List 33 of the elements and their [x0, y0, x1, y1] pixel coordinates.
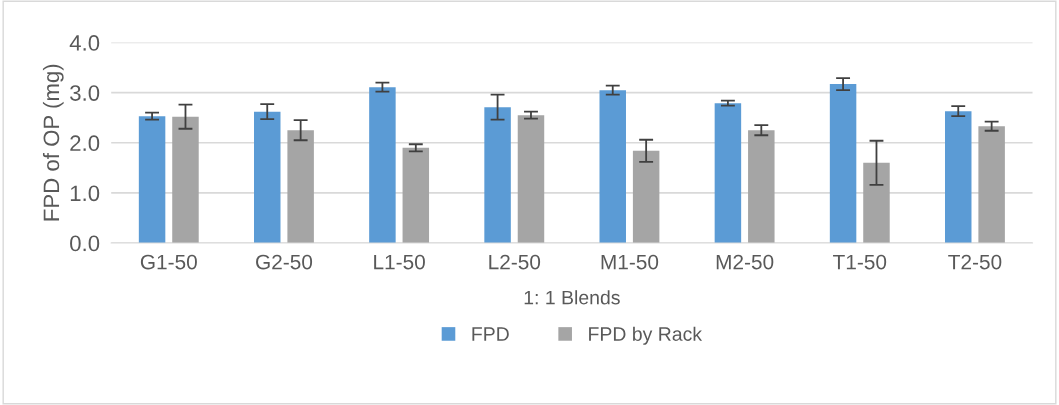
x-tick-label: M1-50 [601, 254, 659, 270]
bar [632, 150, 660, 243]
bar [714, 103, 742, 243]
y-tick-label: 0.0 [70, 235, 100, 252]
x-tick-label: G1-50 [140, 254, 197, 270]
x-tick-label: T2-50 [948, 254, 1002, 270]
y-tick-label: 1.0 [70, 185, 100, 202]
x-tick-label: M2-50 [716, 254, 774, 270]
bar [863, 162, 890, 243]
x-tick-label: L2-50 [489, 254, 541, 270]
bar [978, 126, 1005, 243]
y-tick-label: 2.0 [70, 135, 100, 152]
x-tick-label: L1-50 [374, 254, 425, 270]
y-axis-title: FPD of OP (mg) [42, 64, 64, 221]
bar [517, 115, 545, 243]
legend-label: FPD [472, 327, 509, 341]
bar [748, 130, 775, 243]
bar [829, 84, 857, 243]
bar [172, 116, 199, 243]
bar [599, 90, 626, 243]
legend-label: FPD by Rack [589, 326, 703, 345]
bar [484, 107, 511, 243]
bar [287, 130, 314, 243]
bar [369, 87, 396, 243]
bar [945, 111, 972, 243]
x-tick-label: T1-50 [833, 254, 887, 270]
x-tick-label: G2-50 [256, 254, 313, 270]
bar [254, 111, 281, 243]
y-tick-label: 3.0 [70, 85, 100, 101]
y-tick-label: 4.0 [69, 35, 100, 51]
bar [402, 147, 430, 243]
bar [138, 116, 166, 243]
x-axis-title: 1: 1 Blends [524, 290, 620, 305]
